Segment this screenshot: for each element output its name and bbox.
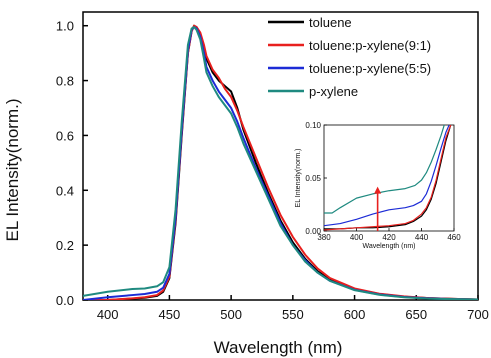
legend-label-toluene-p-xylene-5-5: toluene:p-xylene(5:5) (309, 61, 431, 76)
inset-arrow-head (374, 186, 382, 194)
legend-label-toluene-p-xylene-9-1: toluene:p-xylene(9:1) (309, 38, 431, 53)
main-y-tick-label: 0.4 (56, 183, 74, 198)
inset-x-tick-label: 420 (382, 233, 396, 242)
inset-y-tick-label: 0.05 (305, 174, 321, 183)
main-x-tick-label: 700 (467, 307, 489, 322)
y-axis-title: EL Intensity(norm.) (3, 99, 22, 242)
inset-series-line-p-xylene (324, 125, 445, 214)
main-y-tick-label: 1.0 (56, 19, 74, 34)
inset-x-axis-title: Wavelength (nm) (362, 243, 415, 250)
inset-x-tick-label: 460 (447, 233, 461, 242)
main-x-tick-label: 400 (97, 307, 119, 322)
legend: toluene toluene:p-xylene(9:1) toluene:p-xy… (268, 15, 431, 99)
main-y-tick-label: 0.0 (56, 293, 74, 308)
inset-y-axis-title: EL Intensity(norm.) (295, 149, 302, 208)
legend-label-toluene: toluene (309, 15, 352, 30)
inset-y-tick-label: 0.10 (305, 121, 321, 130)
legend-label-p-xylene: p-xylene (309, 84, 358, 99)
inset-series-line-toluene-p-xylene-5-5 (324, 125, 450, 227)
inset-panel: 380 400 420 440 460 0.00 0.05 0.10 (305, 121, 461, 242)
inset-x-tick-label: 400 (350, 233, 364, 242)
main-series-group (83, 24, 478, 300)
inset-x-tick-label: 440 (415, 233, 429, 242)
inset-chart: 380 400 420 440 460 0.00 0.05 0.10 Wavelength (n… (295, 121, 461, 250)
main-series-line-p-xylene (83, 26, 478, 300)
inset-y-tick-label: 0.00 (305, 227, 321, 236)
inset-x-tick-label: 380 (317, 233, 331, 242)
inset-y-axis-title-wrap: EL Intensity(norm.) (295, 149, 302, 208)
main-y-tick-label: 0.6 (56, 128, 74, 143)
main-x-tick-label: 500 (220, 307, 242, 322)
main-x-tick-label: 600 (344, 307, 366, 322)
inset-plot-frame (323, 124, 455, 232)
main-series-line-toluene-p-xylene-9-1 (83, 24, 478, 300)
main-x-tick-label: 550 (282, 307, 304, 322)
inset-series-line-toluene-p-xylene-9-1 (324, 125, 452, 231)
main-x-tick-label: 650 (405, 307, 427, 322)
inset-series-group (324, 125, 452, 231)
main-y-tick-label: 0.8 (56, 74, 74, 89)
x-axis-title: Wavelength (nm) (214, 338, 343, 357)
main-x-tick-label: 450 (159, 307, 181, 322)
main-y-tick-label: 0.2 (56, 238, 74, 253)
